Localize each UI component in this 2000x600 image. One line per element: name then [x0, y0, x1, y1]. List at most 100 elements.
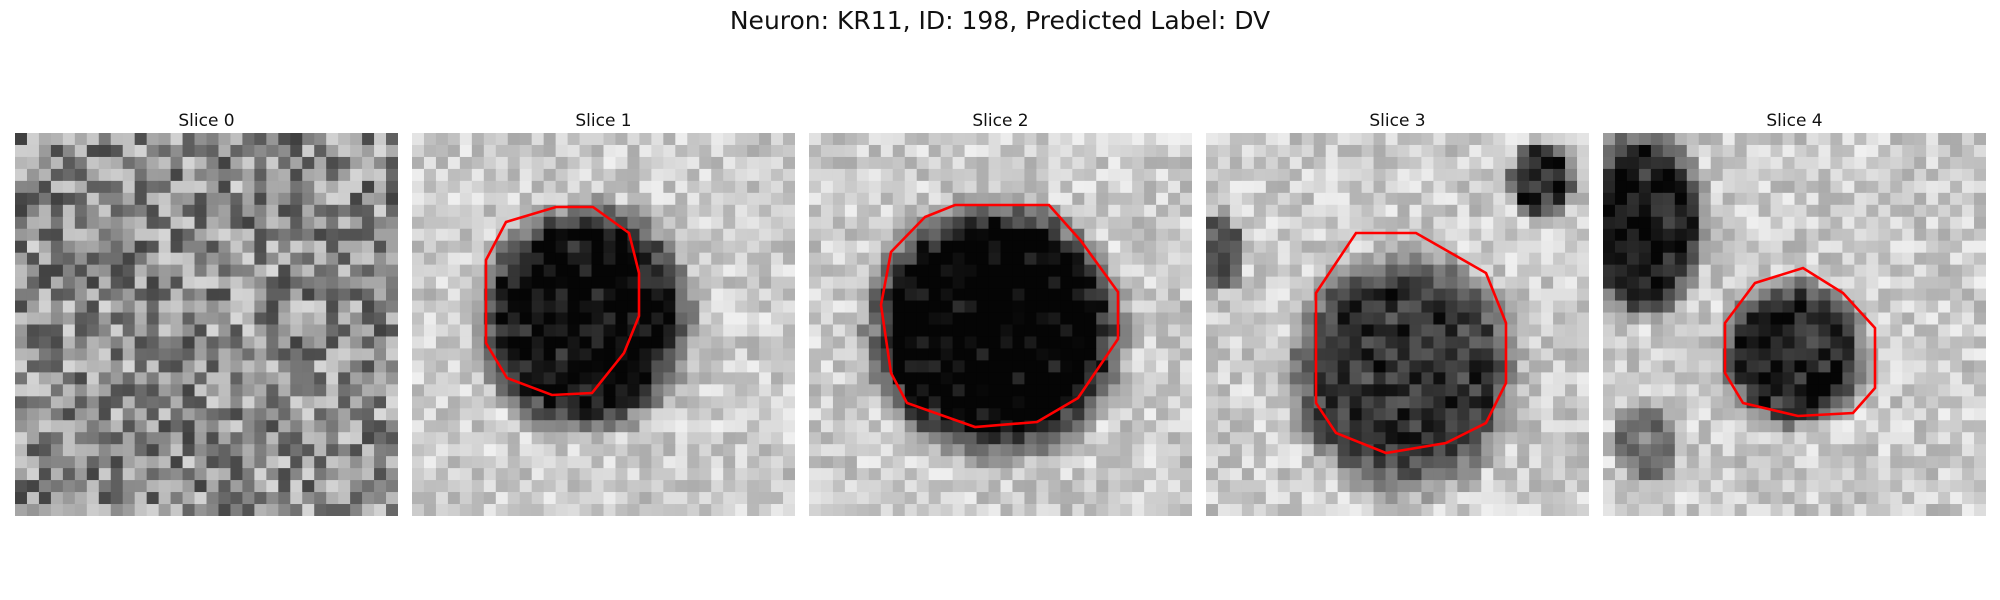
- pixel: [471, 252, 485, 266]
- pixel: [134, 288, 148, 302]
- pixel: [412, 336, 425, 350]
- pixel: [1036, 372, 1049, 385]
- pixel: [194, 432, 208, 445]
- pixel: [495, 492, 509, 505]
- pixel: [1000, 276, 1014, 290]
- pixel: [447, 408, 461, 421]
- pixel: [711, 336, 724, 350]
- pixel: [723, 204, 736, 218]
- pixel: [1481, 456, 1494, 469]
- pixel: [1541, 288, 1554, 302]
- pixel: [916, 492, 930, 505]
- pixel: [964, 432, 978, 445]
- pixel: [1373, 360, 1387, 373]
- pixel: [711, 444, 724, 457]
- pixel: [1156, 192, 1169, 206]
- pixel: [651, 432, 664, 445]
- pixel: [1469, 324, 1482, 338]
- pixel: [230, 180, 244, 194]
- pixel: [1168, 144, 1181, 158]
- pixel: [1866, 240, 1879, 254]
- pixel: [880, 456, 894, 469]
- pixel: [1806, 432, 1820, 445]
- pixel: [1614, 288, 1628, 302]
- pixel: [519, 252, 533, 266]
- pixel: [62, 276, 76, 290]
- pixel: [916, 336, 930, 350]
- pixel: [218, 360, 232, 373]
- pixel: [591, 228, 605, 242]
- pixel: [50, 480, 64, 493]
- pixel: [1000, 468, 1014, 481]
- pixel: [1433, 312, 1446, 326]
- pixel: [1373, 133, 1387, 146]
- pixel: [170, 216, 184, 230]
- pixel: [483, 444, 497, 457]
- pixel: [1650, 444, 1664, 457]
- pixel: [1650, 168, 1664, 182]
- pixel: [278, 264, 291, 278]
- pixel: [711, 456, 724, 469]
- pixel: [495, 144, 509, 158]
- pixel: [603, 420, 617, 433]
- pixel: [964, 504, 978, 516]
- pixel: [844, 288, 858, 302]
- pixel: [170, 192, 184, 206]
- pixel: [1108, 276, 1121, 290]
- pixel: [928, 432, 942, 445]
- pixel: [412, 264, 425, 278]
- pixel: [1481, 228, 1494, 242]
- pixel: [1529, 276, 1542, 290]
- pixel: [723, 240, 736, 254]
- pixel: [1746, 133, 1760, 146]
- pixel: [1301, 228, 1315, 242]
- pixel: [38, 156, 52, 170]
- pixel: [687, 312, 700, 326]
- pixel: [495, 168, 509, 182]
- pixel: [1638, 336, 1652, 350]
- pixel: [1505, 336, 1518, 350]
- pixel: [218, 252, 232, 266]
- pixel: [122, 228, 136, 242]
- pixel: [880, 444, 894, 457]
- pixel: [62, 348, 76, 362]
- pixel: [1577, 192, 1589, 206]
- pixel: [1505, 432, 1518, 445]
- pixel: [62, 456, 76, 469]
- pixel: [820, 408, 834, 421]
- pixel: [759, 336, 772, 350]
- pixel: [1505, 324, 1518, 338]
- pixel: [735, 264, 748, 278]
- pixel: [1313, 204, 1327, 218]
- pixel: [675, 504, 688, 516]
- pixel: [26, 420, 40, 433]
- pixel: [1409, 192, 1423, 206]
- pixel: [1253, 408, 1267, 421]
- pixel: [747, 300, 760, 314]
- pixel: [230, 168, 244, 182]
- pixel: [1854, 216, 1867, 230]
- pixel: [651, 420, 664, 433]
- pixel: [350, 228, 363, 242]
- pixel: [1060, 252, 1073, 266]
- pixel: [543, 276, 557, 290]
- pixel: [1830, 192, 1843, 206]
- pixel: [362, 408, 375, 421]
- pixel: [1206, 432, 1219, 445]
- pixel: [1036, 504, 1049, 516]
- pixel: [1072, 444, 1085, 457]
- pixel: [1421, 396, 1435, 409]
- pixel: [820, 504, 834, 516]
- pixel: [1337, 372, 1351, 385]
- pixel: [1349, 216, 1363, 230]
- pixel: [26, 408, 40, 421]
- pixel: [1241, 504, 1255, 516]
- pixel: [1662, 384, 1676, 397]
- pixel: [1036, 168, 1049, 182]
- pixel: [1120, 504, 1133, 516]
- pixel: [218, 228, 232, 242]
- pixel: [651, 180, 664, 194]
- pixel: [1180, 180, 1192, 194]
- pixel: [302, 384, 315, 397]
- pixel: [1926, 156, 1939, 170]
